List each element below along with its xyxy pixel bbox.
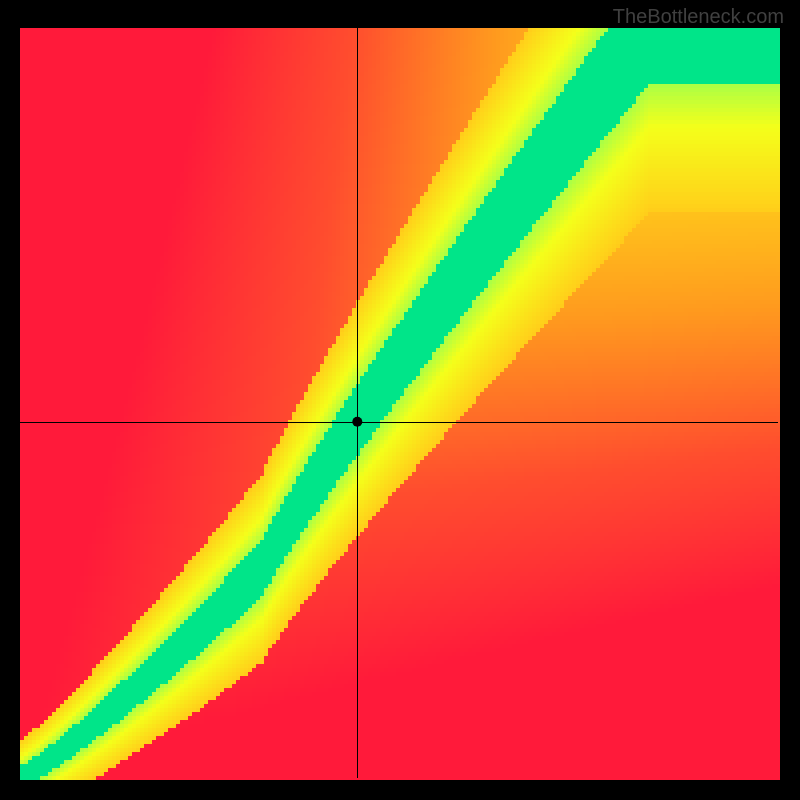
bottleneck-heatmap (0, 0, 800, 800)
watermark-text: TheBottleneck.com (613, 6, 784, 29)
chart-container: TheBottleneck.com (0, 0, 800, 800)
